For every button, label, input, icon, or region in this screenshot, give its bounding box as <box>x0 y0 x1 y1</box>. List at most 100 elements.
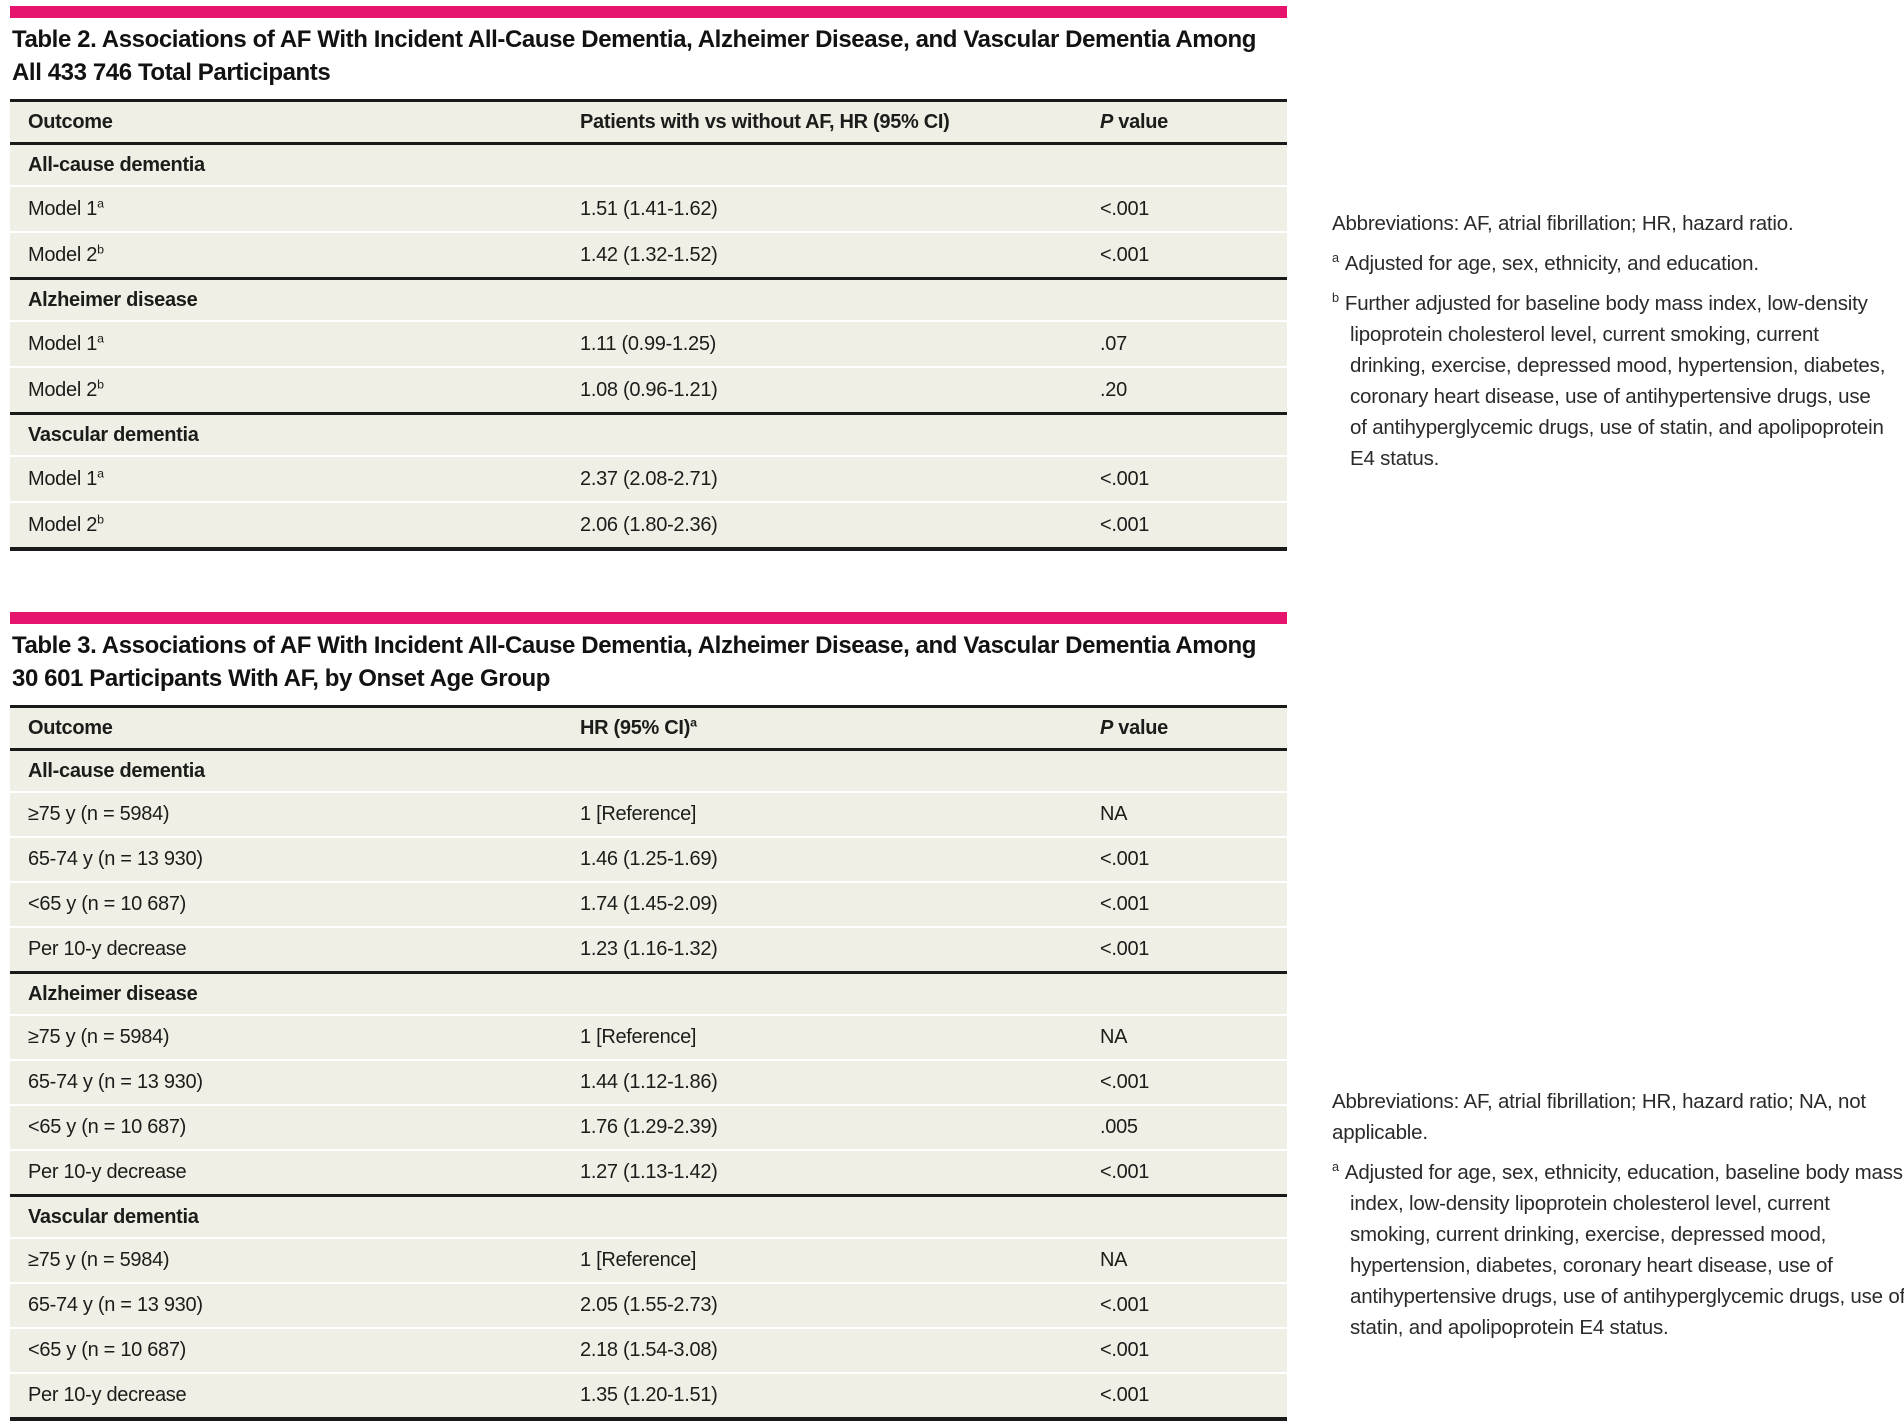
cell-hr: 1.35 (1.20-1.51) <box>580 1384 718 1406</box>
cell-pvalue: <.001 <box>1100 938 1150 960</box>
table-row: <65 y (n = 10 687) 1.74 (1.45-2.09) <.00… <box>10 881 1287 926</box>
cell-outcome: Model 1a <box>10 465 580 491</box>
cell-pvalue: NA <box>1100 803 1128 825</box>
cell-hr: 1.08 (0.96-1.21) <box>580 378 718 401</box>
table2-title: Table 2. Associations of AF With Inciden… <box>12 26 1257 86</box>
cell-pvalue: <.001 <box>1100 893 1150 915</box>
table-row: Model 1a 2.37 (2.08-2.71) <.001 <box>10 455 1287 501</box>
abbreviations-text: Abbreviations: AF, atrial fibrillation; … <box>1332 1090 1866 1144</box>
row-label: Model 1 <box>28 332 98 355</box>
cell-hr: 1 [Reference] <box>580 803 697 825</box>
section-header: All-cause dementia <box>10 145 1287 185</box>
section-header: Vascular dementia <box>10 1197 1287 1237</box>
table-row: 65-74 y (n = 13 930) 2.05 (1.55-2.73) <.… <box>10 1282 1287 1327</box>
section-rule <box>10 412 1287 415</box>
section-header: Vascular dementia <box>10 415 1287 455</box>
cell-outcome: ≥75 y (n = 5984) <box>28 1026 170 1048</box>
cell-hr: 2.05 (1.55-2.73) <box>580 1294 718 1316</box>
table-row: ≥75 y (n = 5984) 1 [Reference] NA <box>10 1014 1287 1059</box>
cell-outcome: 65-74 y (n = 13 930) <box>28 848 203 870</box>
cell-outcome: 65-74 y (n = 13 930) <box>28 1071 203 1093</box>
table2-col-pvalue: P value <box>1100 110 1168 133</box>
table3-header-rule <box>10 748 1287 751</box>
table3-top-rule <box>10 705 1287 708</box>
table3-bottom-rule <box>10 1417 1287 1421</box>
cell-pvalue: NA <box>1100 1249 1128 1271</box>
table2-header-row: Outcome Patients with vs without AF, HR … <box>10 102 1287 142</box>
footnote-marker: a <box>97 195 104 210</box>
table-row: Model 1a 1.51 (1.41-1.62) <.001 <box>10 185 1287 231</box>
table3-col-pvalue: P value <box>1100 716 1168 739</box>
section-rule <box>10 1194 1287 1197</box>
table-row: ≥75 y (n = 5984) 1 [Reference] NA <box>10 791 1287 836</box>
cell-pvalue: <.001 <box>1100 467 1150 490</box>
section-header: All-cause dementia <box>10 751 1287 791</box>
table3-col-outcome: Outcome <box>28 716 113 739</box>
table3: Outcome HR (95% CI)a P value All-cause d… <box>10 705 1287 1421</box>
table3-footnotes: Abbreviations: AF, atrial fibrillation; … <box>1332 1086 1904 1352</box>
table-row: Per 10-y decrease 1.27 (1.13-1.42) <.001 <box>10 1149 1287 1194</box>
table2-bottom-rule <box>10 547 1287 551</box>
cell-outcome: Model 1a <box>10 195 580 221</box>
table2-col-hr: Patients with vs without AF, HR (95% CI) <box>580 110 950 133</box>
footnote-text: Adjusted for age, sex, ethnicity, educat… <box>1344 1161 1904 1339</box>
cell-pvalue: <.001 <box>1100 243 1150 266</box>
footnote-marker: b <box>97 511 104 526</box>
footnote-marker: a <box>97 465 104 480</box>
cell-hr: 2.18 (1.54-3.08) <box>580 1339 718 1361</box>
table3-col-hr: HR (95% CI)a <box>580 714 1100 740</box>
col-label: HR (95% CI) <box>580 716 691 739</box>
cell-pvalue: .005 <box>1100 1116 1138 1138</box>
table2-top-rule <box>10 99 1287 102</box>
cell-outcome: Model 1a <box>10 330 580 356</box>
cell-hr: 1.11 (0.99-1.25) <box>580 332 717 355</box>
cell-outcome: <65 y (n = 10 687) <box>28 893 187 915</box>
cell-outcome: ≥75 y (n = 5984) <box>28 803 170 825</box>
table2-accent-bar <box>10 6 1287 18</box>
cell-pvalue: <.001 <box>1100 1339 1150 1361</box>
cell-hr: 1.44 (1.12-1.86) <box>580 1071 718 1093</box>
table-row: Per 10-y decrease 1.35 (1.20-1.51) <.001 <box>10 1372 1287 1417</box>
table-row: <65 y (n = 10 687) 1.76 (1.29-2.39) .005 <box>10 1104 1287 1149</box>
table2-col-outcome: Outcome <box>28 110 113 133</box>
cell-pvalue: NA <box>1100 1026 1128 1048</box>
cell-pvalue: <.001 <box>1100 1294 1150 1316</box>
cell-pvalue: <.001 <box>1100 197 1150 220</box>
row-label: Model 1 <box>28 197 98 220</box>
table3-accent-bar <box>10 612 1287 624</box>
cell-hr: 2.06 (1.80-2.36) <box>580 513 718 536</box>
cell-outcome: Model 2b <box>10 376 580 402</box>
table2-footnotes: Abbreviations: AF, atrial fibrillation; … <box>1332 208 1888 483</box>
footnote-marker: a <box>690 714 697 729</box>
cell-hr: 1.27 (1.13-1.42) <box>580 1161 718 1183</box>
cell-pvalue: <.001 <box>1100 848 1150 870</box>
cell-hr: 1 [Reference] <box>580 1026 697 1048</box>
table-row: ≥75 y (n = 5984) 1 [Reference] NA <box>10 1237 1287 1282</box>
cell-pvalue: <.001 <box>1100 1384 1150 1406</box>
section-header: Alzheimer disease <box>10 974 1287 1014</box>
table2-panel: Table 2. Associations of AF With Inciden… <box>10 6 1287 551</box>
cell-hr: 1.51 (1.41-1.62) <box>580 197 718 220</box>
footnote-b: b Further adjusted for baseline body mass… <box>1332 288 1888 474</box>
cell-hr: 1.74 (1.45-2.09) <box>580 893 718 915</box>
footnote-marker: a <box>97 330 104 345</box>
table-row: Model 2b 1.08 (0.96-1.21) .20 <box>10 366 1287 412</box>
footnote-marker: b <box>97 376 104 391</box>
cell-hr: 1.46 (1.25-1.69) <box>580 848 718 870</box>
footnote-text: Adjusted for age, sex, ethnicity, and ed… <box>1344 252 1759 275</box>
table-row: Per 10-y decrease 1.23 (1.16-1.32) <.001 <box>10 926 1287 971</box>
cell-hr: 1.76 (1.29-2.39) <box>580 1116 718 1138</box>
cell-outcome: <65 y (n = 10 687) <box>28 1116 187 1138</box>
footnote-text: Further adjusted for baseline body mass … <box>1344 292 1886 470</box>
cell-outcome: 65-74 y (n = 13 930) <box>28 1294 203 1316</box>
table3-header-row: Outcome HR (95% CI)a P value <box>10 708 1287 748</box>
row-label: Model 2 <box>28 378 98 401</box>
cell-hr: 1.23 (1.16-1.32) <box>580 938 718 960</box>
table-row: Model 2b 1.42 (1.32-1.52) <.001 <box>10 231 1287 277</box>
row-label: Model 1 <box>28 467 98 490</box>
cell-pvalue: .20 <box>1100 378 1127 401</box>
cell-outcome: Per 10-y decrease <box>28 1384 187 1406</box>
cell-hr: 1.42 (1.32-1.52) <box>580 243 718 266</box>
cell-hr: 2.37 (2.08-2.71) <box>580 467 718 490</box>
cell-outcome: Model 2b <box>10 511 580 537</box>
